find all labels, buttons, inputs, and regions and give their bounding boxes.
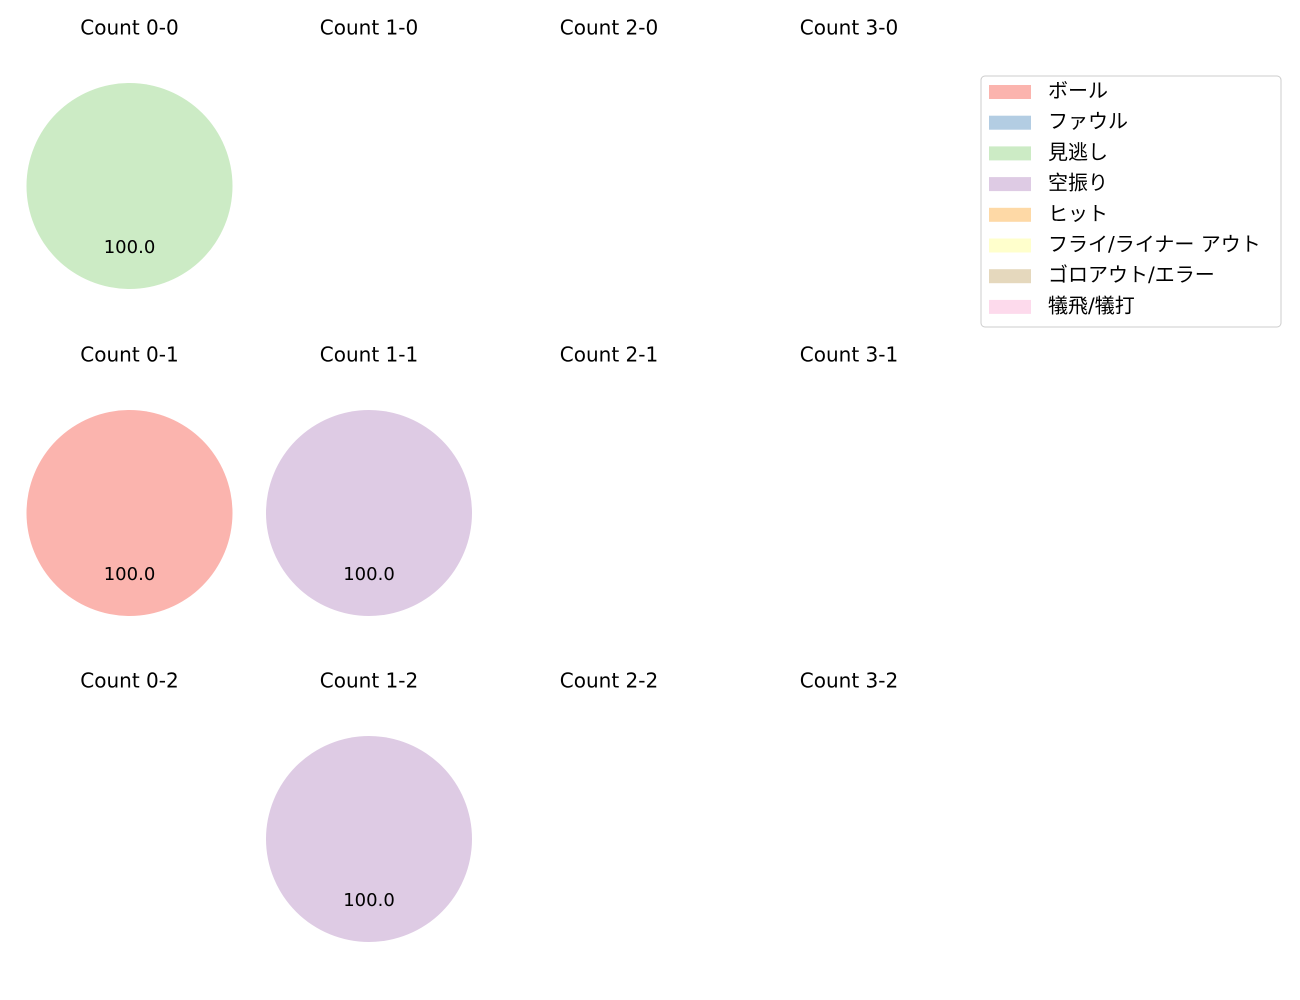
subplot-count-3-0: Count 3-0: [800, 16, 898, 40]
subplot-count-2-1: Count 2-1: [560, 343, 658, 367]
legend-label: 空振り: [1048, 171, 1108, 195]
subplot-count-1-0: Count 1-0: [320, 16, 418, 40]
legend-swatch: [989, 269, 1031, 284]
subplot-title: Count 1-0: [320, 16, 418, 40]
subplot-count-0-1: Count 0-1 100.0: [26, 343, 233, 616]
subplot-count-2-2: Count 2-2: [560, 669, 658, 693]
legend-item: フライ/ライナー アウト: [989, 232, 1261, 256]
pie-value-label: 100.0: [104, 237, 156, 258]
subplot-count-0-2: Count 0-2: [80, 669, 178, 693]
subplot-title: Count 3-0: [800, 16, 898, 40]
pie-value-label: 100.0: [104, 564, 156, 585]
legend-item: 犠飛/犠打: [989, 293, 1135, 317]
subplot-count-1-2: Count 1-2 100.0: [266, 669, 472, 942]
legend-item: 空振り: [989, 171, 1108, 195]
subplot-count-0-0: Count 0-0 100.0: [26, 16, 233, 289]
pie-slice: [266, 410, 472, 616]
subplot-count-2-0: Count 2-0: [560, 16, 658, 40]
legend-swatch: [989, 238, 1031, 253]
pie-slice: [26, 410, 233, 616]
subplot-title: Count 3-1: [800, 343, 898, 367]
legend-swatch: [989, 115, 1031, 130]
subplot-title: Count 0-0: [80, 16, 178, 40]
legend-label: ヒット: [1048, 201, 1108, 225]
legend-label: ボール: [1048, 79, 1108, 103]
legend-swatch: [989, 299, 1031, 314]
legend-label: 犠飛/犠打: [1048, 293, 1135, 317]
subplot-title: Count 1-2: [320, 669, 418, 693]
legend-swatch: [989, 146, 1031, 161]
legend-label: ファウル: [1048, 109, 1128, 133]
legend-label: 見逃し: [1048, 140, 1108, 164]
legend-item: ファウル: [989, 109, 1128, 133]
pie-value-label: 100.0: [343, 564, 395, 585]
subplot-title: Count 0-1: [80, 343, 178, 367]
legend-item: ゴロアウト/エラー: [989, 263, 1215, 287]
subplot-title: Count 0-2: [80, 669, 178, 693]
subplot-count-3-1: Count 3-1: [800, 343, 898, 367]
subplot-title: Count 2-0: [560, 16, 658, 40]
legend-item: 見逃し: [989, 140, 1108, 164]
pie-slice: [266, 736, 472, 942]
legend-swatch: [989, 207, 1031, 222]
subplot-title: Count 3-2: [800, 669, 898, 693]
legend-frame: [980, 75, 1282, 328]
subplot-title: Count 2-1: [560, 343, 658, 367]
subplot-grid: Count 0-0 100.0 Count 1-0 Count 2-0 Count 3-…: [26, 16, 898, 942]
legend-swatch: [989, 85, 1031, 99]
legend-item: ヒット: [989, 201, 1108, 225]
legend-label: ゴロアウト/エラー: [1048, 263, 1215, 287]
subplot-title: Count 1-1: [320, 343, 418, 367]
legend-label: フライ/ライナー アウト: [1048, 232, 1261, 256]
pie-slice: [26, 83, 233, 289]
subplot-title: Count 2-2: [560, 669, 658, 693]
pie-value-label: 100.0: [343, 890, 395, 911]
subplot-count-3-2: Count 3-2: [800, 669, 898, 693]
legend-swatch: [989, 177, 1031, 192]
legend-item: ボール: [989, 79, 1108, 103]
subplot-count-1-1: Count 1-1 100.0: [266, 343, 472, 616]
